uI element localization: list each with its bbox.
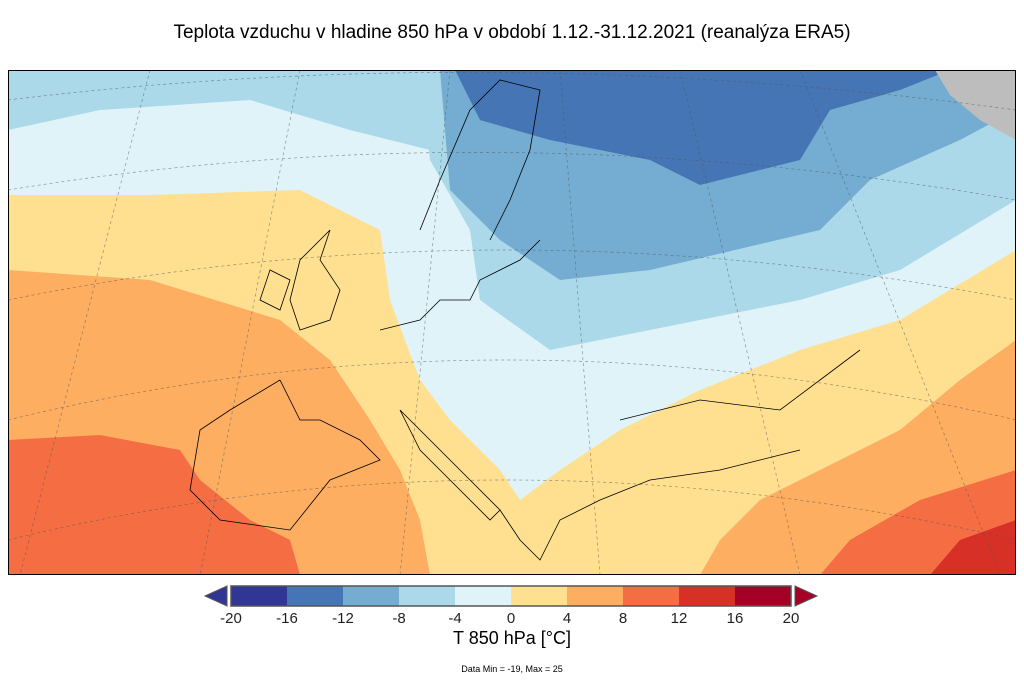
colorbar-swatch [567,586,623,606]
colorbar-tick-label: 8 [618,610,628,627]
colorbar-label: T 850 hPa [°C] [453,628,571,648]
colorbar-swatch [399,586,455,606]
colorbar [203,585,819,607]
colorbar-extend-high [794,585,819,607]
coastlines [189,79,861,561]
colorbar-tick-label: -20 [220,610,242,627]
colorbar-swatch [287,586,343,606]
no-data-area [935,70,1016,140]
map-title: Teplota vzduchu v hladine 850 hPa v obdo… [173,22,851,43]
temperature-map [8,70,1016,575]
zone-8-12-west [8,435,300,575]
colorbar-tick-label: 4 [562,610,572,627]
colorbar-swatch [735,586,791,606]
colorbar-swatch [623,586,679,606]
colorbar-tick-label: 16 [726,610,744,627]
colorbar-tick-label: -12 [332,610,354,627]
colorbar-extend-low [203,585,228,607]
colorbar-tick-label: 0 [506,610,516,627]
colorbar-swatch [231,586,287,606]
graticule [8,70,1016,575]
zone-minus16-minus12 [455,70,950,185]
colorbar-tick-label: 20 [782,610,800,627]
colorbar-swatch [343,586,399,606]
colorbar-swatch [455,586,511,606]
colorbar-swatch [511,586,567,606]
data-range-note: Data Min = -19, Max = 25 [461,664,563,674]
zone-minus8-minus4-west [8,70,440,150]
colorbar-tick-label: -16 [276,610,298,627]
colorbar-tick-label: -8 [392,610,406,627]
colorbar-swatch [679,586,735,606]
colorbar-tick-label: -4 [448,610,462,627]
colorbar-tick-label: 12 [670,610,688,627]
